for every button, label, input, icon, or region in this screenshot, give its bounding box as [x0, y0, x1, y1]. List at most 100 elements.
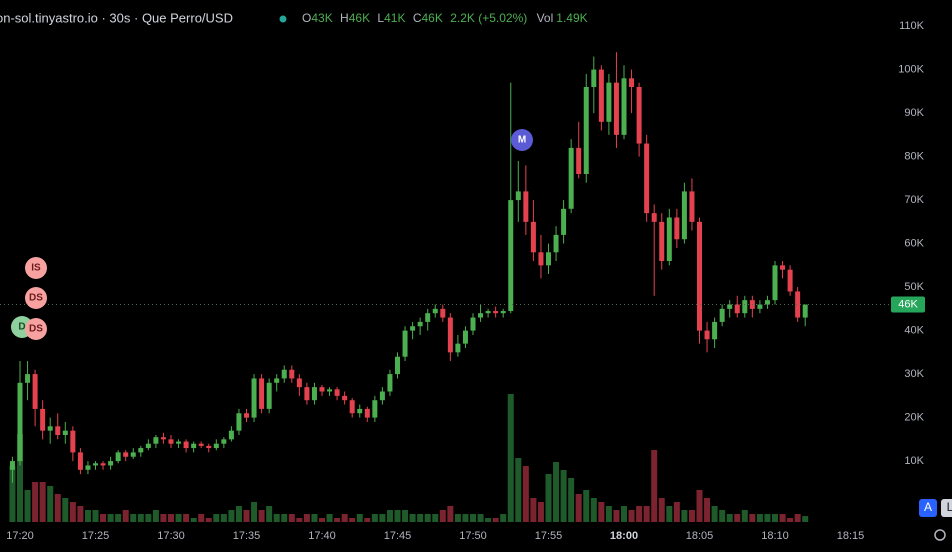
volume-bar [621, 506, 627, 522]
candle-body [500, 311, 506, 314]
candle-body [621, 78, 627, 135]
candle-body [281, 369, 287, 379]
candle-body [613, 82, 619, 135]
candle-body [644, 143, 650, 214]
volume-bar [560, 470, 567, 522]
auto-label[interactable]: A [924, 500, 932, 514]
candle-body [289, 369, 295, 379]
candle-body [17, 382, 23, 462]
candle-body [372, 400, 378, 418]
candle-body [523, 191, 529, 222]
volume-bar [349, 518, 356, 522]
volume-bar [145, 514, 152, 522]
volume-bar [220, 514, 227, 522]
volume-bar [273, 514, 280, 522]
candle-body [319, 387, 325, 392]
volume-bar [477, 514, 484, 522]
candle-body [462, 330, 468, 344]
volume-bar [522, 466, 529, 522]
candle-body [266, 382, 272, 409]
volume-bar [334, 518, 341, 522]
volume-bar [47, 486, 54, 522]
candle-body [561, 208, 567, 235]
x-tick-label: 18:00 [610, 530, 638, 542]
volume-bar [583, 490, 590, 522]
volume-bar [666, 506, 673, 522]
volume-bar [424, 514, 431, 522]
candle-body [327, 389, 333, 392]
candle-body [55, 426, 61, 435]
volume-bar [213, 514, 220, 522]
volume-bar [205, 518, 212, 522]
candle-body [47, 426, 53, 431]
candle-body [296, 378, 302, 388]
volume-bar [77, 506, 84, 522]
candle-body [168, 439, 174, 444]
volume-bar [62, 498, 69, 522]
x-tick-label: 17:20 [6, 530, 34, 542]
candle-body [311, 387, 317, 401]
volume-bar [356, 514, 363, 522]
candle-body [432, 308, 438, 314]
candle-body [198, 443, 204, 446]
volume-bar [719, 510, 726, 522]
marker-label: DS [29, 293, 43, 304]
c: 46K [421, 11, 442, 25]
log-label[interactable]: L [947, 500, 952, 514]
o: 43K [311, 11, 332, 25]
x-tick-label: 17:45 [384, 530, 412, 542]
volume-bar [160, 514, 167, 522]
candle-body [349, 400, 355, 414]
settings-icon[interactable] [934, 529, 946, 541]
volume-bar [371, 514, 378, 522]
candle-body [440, 308, 446, 318]
volume-bar [756, 514, 763, 522]
volume-bar [115, 514, 122, 522]
candle-body [108, 461, 114, 466]
status-dot [279, 15, 287, 23]
candle-body [115, 452, 121, 462]
log-button[interactable] [941, 499, 952, 517]
l: 41K [384, 11, 405, 25]
y-tick-label: 60K [904, 238, 924, 250]
candle-body [478, 313, 484, 318]
candle-body [357, 408, 363, 414]
candle-body [727, 304, 733, 309]
candle-body [666, 217, 672, 261]
volume-bar [658, 498, 665, 522]
candle-body [651, 213, 657, 222]
volume-bar [696, 490, 703, 522]
volume-bar [711, 506, 718, 522]
candle-body [538, 252, 544, 266]
candle-body [515, 191, 521, 201]
auto-button[interactable] [919, 499, 937, 517]
candle-body [455, 343, 461, 353]
volume-bar [32, 482, 39, 522]
volume-bar [386, 510, 393, 522]
volume-bar [734, 514, 741, 522]
candle-body [153, 437, 159, 444]
y-tick-label: 30K [904, 368, 924, 380]
vol: 1.49K [556, 11, 587, 25]
volume-bar [311, 514, 318, 522]
candle-body [213, 443, 219, 449]
candle-body [636, 87, 642, 144]
marker-label: D [18, 322, 25, 333]
candle-body [674, 217, 680, 240]
candle-body [342, 395, 348, 401]
candle-body [259, 378, 265, 409]
candle-body [493, 311, 499, 314]
change: 2.2K (+5.02%) [450, 11, 527, 25]
candle-body [70, 430, 76, 453]
h: 46K [349, 11, 370, 25]
volume-bar [628, 510, 635, 522]
volume-bar [198, 514, 205, 522]
volume-bar [341, 514, 348, 522]
candle-body [395, 356, 400, 375]
volume-bar [9, 466, 16, 522]
x-tick-label: 17:35 [233, 530, 261, 542]
candle-body [712, 321, 718, 340]
candle-body [742, 300, 748, 314]
volume-bar [779, 514, 786, 522]
